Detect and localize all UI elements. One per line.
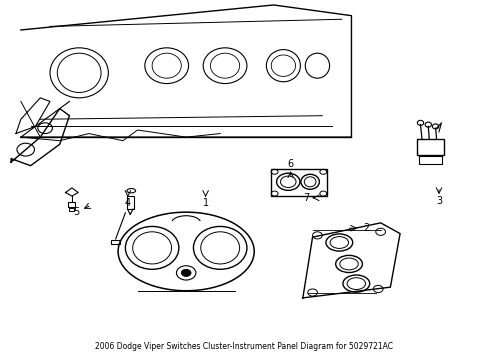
- Bar: [111, 240, 120, 244]
- Bar: [126, 196, 134, 208]
- Bar: [416, 139, 443, 155]
- Text: 3: 3: [435, 197, 441, 206]
- Text: 7: 7: [303, 193, 309, 203]
- Bar: [418, 156, 441, 164]
- Text: 2006 Dodge Viper Switches Cluster-Instrument Panel Diagram for 5029721AC: 2006 Dodge Viper Switches Cluster-Instru…: [95, 342, 393, 351]
- Circle shape: [181, 269, 191, 276]
- Bar: [271, 169, 326, 196]
- Bar: [69, 207, 74, 211]
- Bar: [68, 202, 75, 207]
- Text: 5: 5: [74, 207, 80, 217]
- Text: 2: 2: [362, 223, 368, 233]
- Text: 1: 1: [202, 198, 208, 208]
- Text: 6: 6: [287, 159, 293, 169]
- Text: 4: 4: [124, 198, 131, 208]
